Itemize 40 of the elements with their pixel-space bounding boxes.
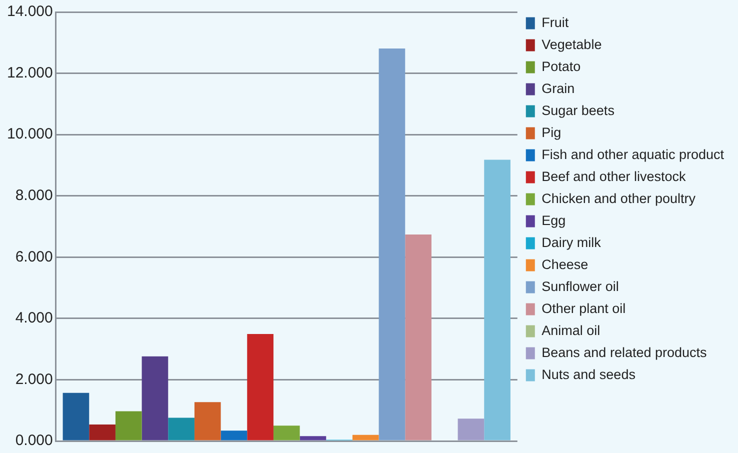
legend-label: Vegetable (542, 36, 602, 52)
bar (273, 426, 300, 440)
bar (220, 430, 248, 440)
legend-label: Cheese (542, 256, 588, 272)
legend-label: Sunflower oil (542, 278, 619, 294)
bar (142, 356, 168, 440)
bar (115, 411, 142, 440)
legend-label: Pig (542, 124, 562, 140)
y-tick-label: 8.000 (15, 187, 53, 204)
y-tick-label: 2.000 (15, 370, 53, 388)
bar (62, 392, 90, 440)
legend-label: Sugar beets (542, 102, 615, 118)
bar (89, 424, 116, 440)
bar (194, 402, 221, 440)
bar (458, 418, 484, 440)
bar (405, 234, 432, 440)
legend-label: Dairy milk (542, 234, 602, 250)
legend-label: Potato (542, 58, 581, 74)
y-tick-label: 12.000 (6, 64, 53, 82)
legend-label: Fish and other aquatic product (542, 146, 724, 162)
y-tick-label: 4.000 (15, 310, 53, 327)
bar (484, 160, 510, 440)
y-tick-label: 0.000 (15, 432, 53, 450)
y-tick-label: 6.000 (15, 248, 53, 266)
legend-label: Beans and related products (542, 344, 707, 360)
legend-label: Grain (542, 80, 575, 96)
bar (352, 434, 379, 440)
bar (247, 334, 274, 440)
legend-label: Nuts and seeds (542, 366, 636, 382)
legend-label: Beef and other livestock (542, 168, 686, 184)
legend-label: Other plant oil (542, 300, 626, 316)
legend-label: Chicken and other poultry (542, 190, 696, 206)
legend-label: Fruit (542, 14, 569, 30)
legend-label: Egg (542, 212, 566, 228)
bar (168, 418, 194, 440)
legend-label: Animal oil (542, 322, 600, 338)
y-tick-label: 10.000 (6, 126, 53, 143)
bar (300, 436, 326, 440)
bar (378, 48, 406, 440)
y-tick-label: 14.000 (6, 3, 53, 20)
